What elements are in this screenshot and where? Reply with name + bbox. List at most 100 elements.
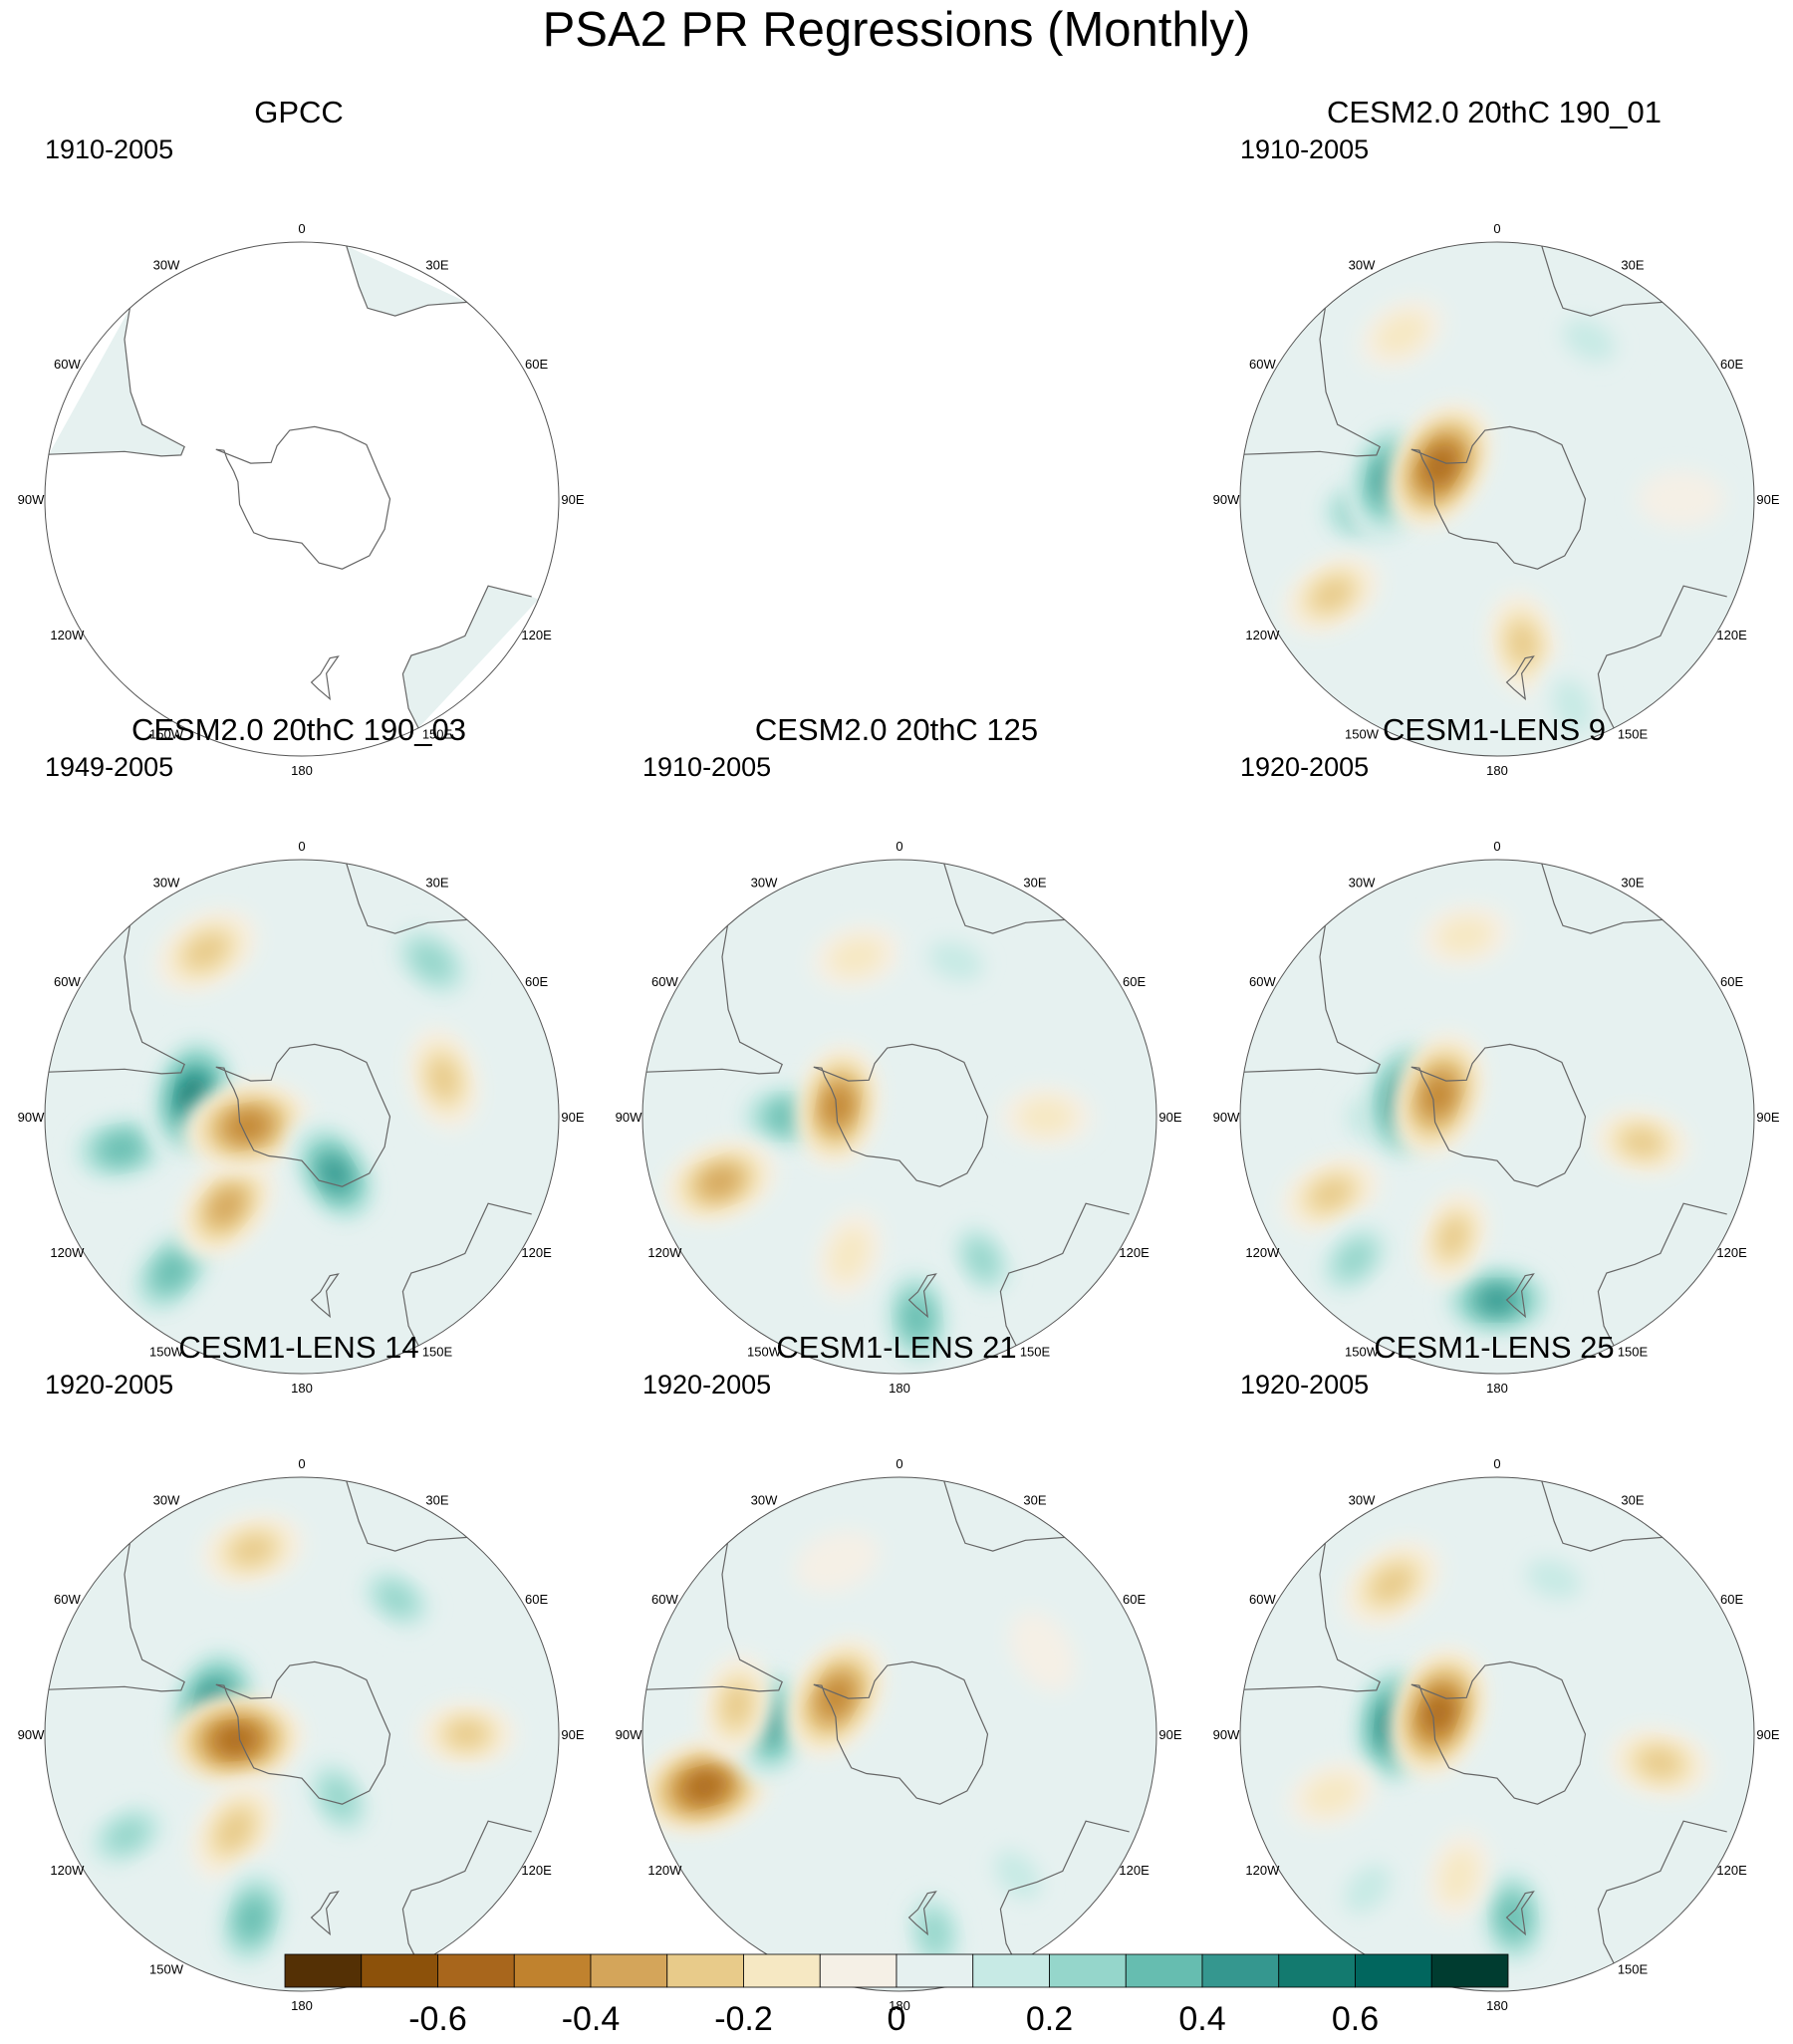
map-boundary: [1239, 859, 1755, 1375]
australia-coastline: [999, 1202, 1130, 1347]
longitude-label: 120E: [1716, 1245, 1747, 1260]
coastline-layer: [1243, 245, 1727, 729]
longitude-label: 0: [1493, 1456, 1500, 1471]
longitude-label: 60W: [651, 1592, 678, 1607]
new-zealand-coastline: [310, 655, 340, 701]
anomaly-blob: [183, 932, 229, 970]
colorbar-tick-label: 0.6: [1332, 2000, 1379, 2038]
australia-coastline: [401, 585, 532, 729]
longitude-label: 0: [298, 221, 305, 236]
new-zealand-coastline: [1505, 655, 1535, 701]
australia-coastline: [1597, 585, 1727, 729]
map-panel-cesm2-190-01: CESM2.0 20thC 190_01 1910-2005 0 30E 60E 90…: [1195, 88, 1793, 778]
anomaly-blob: [106, 1818, 148, 1853]
longitude-label: 120W: [1245, 628, 1280, 642]
panel-title: GPCC: [254, 95, 344, 129]
africa-coastline: [943, 863, 1065, 934]
anomaly-blob: [219, 1729, 252, 1751]
field-background: [642, 860, 1156, 1374]
longitude-label: 120E: [1716, 1863, 1747, 1878]
longitude-label: 120W: [647, 1245, 682, 1260]
colorbar-tick-label: 0: [888, 2000, 906, 2038]
longitude-label: 150W: [1345, 1345, 1380, 1360]
south-america-coastline: [645, 1543, 783, 1692]
anomaly-blob: [994, 1850, 1041, 1900]
longitude-label: 150E: [1618, 1345, 1649, 1360]
longitude-label: 120W: [1245, 1245, 1280, 1260]
longitude-label: 90W: [1213, 1110, 1240, 1125]
south-america-coastline: [48, 1543, 185, 1692]
map-panel-lens-9: CESM1-LENS 9 1920-2005 0 30E 60E 90E 120E 150…: [1195, 705, 1793, 1396]
anomaly-blob: [1562, 319, 1616, 362]
map-boundary: [641, 1476, 1157, 1992]
anomaly-blob: [445, 1719, 489, 1749]
longitude-label: 30E: [425, 257, 448, 272]
colorbar: -0.6 -0.4 -0.2 0 0.2 0.4 0.6: [284, 1953, 1509, 2039]
antarctica-coastline: [215, 1661, 391, 1805]
panel-title: CESM2.0 20thC 190_01: [1326, 95, 1663, 129]
colorbar-swatch: [590, 1953, 668, 1988]
map-boundary: [1239, 241, 1755, 757]
longitude-label: 180: [889, 1381, 910, 1396]
anomaly-blob: [903, 1298, 930, 1338]
longitude-label: 150W: [1345, 727, 1380, 742]
longitude-label: 120E: [1119, 1245, 1150, 1260]
colorbar-swatch: [1201, 1953, 1280, 1988]
colorbar-swatch: [361, 1953, 438, 1988]
colorbar-tick-label: 0.4: [1178, 2000, 1225, 2038]
anomaly-blob: [238, 1899, 266, 1938]
field-layer: [1240, 242, 1754, 756]
colorbar-swatch: [1125, 1953, 1203, 1988]
colorbar-tick-label: -0.6: [408, 2000, 467, 2038]
map-panel-cesm2-125: CESM2.0 20thC 125 1910-2005 0 30E 60E 90E 12…: [598, 705, 1195, 1396]
longitude-label: 90E: [561, 1727, 584, 1742]
anomaly-blob: [829, 1227, 870, 1282]
anomaly-blob: [155, 1253, 188, 1289]
antarctica-coastline: [813, 1043, 989, 1187]
anomaly-blob: [1426, 1697, 1450, 1729]
anomaly-blob: [215, 1808, 254, 1853]
longitude-label: 60E: [525, 357, 548, 372]
anomaly-blob: [1425, 1078, 1451, 1113]
new-zealand-coastline: [907, 1273, 937, 1319]
anomaly-blob: [1335, 1239, 1375, 1279]
field-layer: [1240, 1477, 1754, 1991]
land-field: [402, 586, 539, 728]
south-america-coastline: [1243, 925, 1381, 1075]
longitude-label: 0: [896, 839, 902, 854]
longitude-label: 90W: [616, 1727, 642, 1742]
anomaly-blob: [1552, 678, 1593, 734]
map-boundary: [641, 859, 1157, 1375]
anomaly-blob: [321, 1776, 357, 1819]
anomaly-blob: [1620, 1128, 1664, 1156]
longitude-label: 120W: [50, 628, 85, 642]
longitude-label: 120E: [1119, 1863, 1150, 1878]
anomaly-blob: [427, 1056, 459, 1102]
anomaly-blob: [721, 1682, 752, 1728]
longitude-label: 0: [298, 1456, 305, 1471]
anomaly-blob: [1376, 312, 1428, 356]
field-layer: [642, 1477, 1156, 1991]
colorbar-swatch: [1355, 1953, 1432, 1988]
longitude-label: 90E: [561, 1110, 584, 1125]
anomaly-blob: [965, 1239, 999, 1280]
longitude-label: 0: [1493, 221, 1500, 236]
longitude-label: 90W: [1213, 492, 1240, 507]
africa-coastline: [346, 1480, 467, 1552]
coastline-layer: [1243, 863, 1727, 1347]
longitude-label: 30W: [153, 1492, 180, 1507]
new-zealand-coastline: [1505, 1273, 1535, 1319]
panel-title: CESM2.0 20thC 125: [754, 712, 1039, 747]
antarctica-coastline: [1410, 425, 1587, 570]
anomaly-blob: [322, 1157, 349, 1190]
colorbar-tick-label: -0.4: [562, 2000, 621, 2038]
longitude-label: 60E: [1720, 357, 1743, 372]
longitude-label: 60E: [525, 974, 548, 989]
australia-coastline: [999, 1820, 1130, 1964]
panel-period: 1920-2005: [642, 1370, 772, 1400]
colorbar-swatch: [1049, 1953, 1127, 1988]
anomaly-blob: [794, 1530, 880, 1593]
colorbar-swatch: [284, 1953, 363, 1988]
